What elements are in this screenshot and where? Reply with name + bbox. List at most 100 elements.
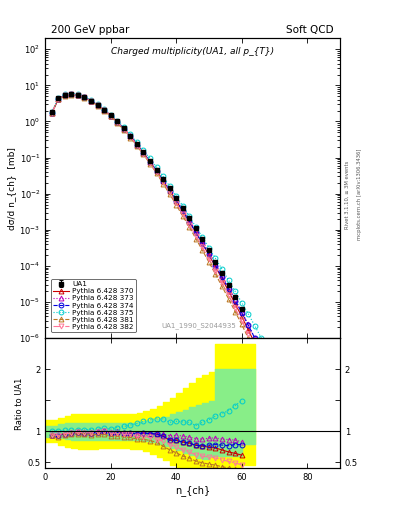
- Pythia 6.428 370: [75, 92, 80, 98]
- Pythia 6.428 374: [121, 125, 126, 132]
- Pythia 6.428 374: [252, 335, 257, 341]
- Pythia 6.428 374: [285, 402, 290, 408]
- Pythia 6.428 374: [259, 348, 264, 354]
- Pythia 6.428 382: [167, 189, 172, 195]
- Pythia 6.428 382: [207, 256, 211, 262]
- Pythia 6.428 370: [134, 141, 139, 147]
- Pythia 6.428 381: [161, 181, 165, 187]
- Pythia 6.428 370: [82, 94, 87, 100]
- Pythia 6.428 375: [148, 155, 152, 161]
- Line: Pythia 6.428 374: Pythia 6.428 374: [49, 92, 336, 509]
- Pythia 6.428 374: [213, 263, 218, 269]
- Pythia 6.428 374: [180, 208, 185, 214]
- Pythia 6.428 370: [50, 110, 54, 116]
- Pythia 6.428 381: [226, 296, 231, 302]
- Pythia 6.428 375: [82, 94, 87, 100]
- Pythia 6.428 381: [207, 259, 211, 265]
- Pythia 6.428 373: [95, 102, 100, 108]
- Pythia 6.428 374: [331, 504, 336, 510]
- Pythia 6.428 382: [121, 126, 126, 132]
- Pythia 6.428 381: [134, 143, 139, 149]
- Line: Pythia 6.428 382: Pythia 6.428 382: [49, 92, 251, 336]
- Pythia 6.428 374: [108, 113, 113, 119]
- Pythia 6.428 382: [233, 305, 237, 311]
- Pythia 6.428 382: [128, 134, 133, 140]
- Pythia 6.428 370: [102, 107, 107, 113]
- Legend: UA1, Pythia 6.428 370, Pythia 6.428 373, Pythia 6.428 374, Pythia 6.428 375, Pyt: UA1, Pythia 6.428 370, Pythia 6.428 373,…: [51, 279, 136, 332]
- Pythia 6.428 375: [115, 118, 119, 124]
- Pythia 6.428 370: [233, 301, 237, 307]
- Pythia 6.428 381: [220, 284, 224, 290]
- Pythia 6.428 374: [167, 188, 172, 194]
- Pythia 6.428 374: [187, 219, 192, 225]
- Pythia 6.428 374: [220, 274, 224, 280]
- Pythia 6.428 374: [69, 92, 74, 98]
- Pythia 6.428 373: [134, 141, 139, 147]
- Pythia 6.428 382: [213, 268, 218, 274]
- Pythia 6.428 381: [128, 135, 133, 141]
- Pythia 6.428 370: [226, 288, 231, 294]
- Pythia 6.428 373: [108, 113, 113, 119]
- Pythia 6.428 375: [331, 484, 336, 490]
- Pythia 6.428 374: [50, 110, 54, 116]
- Pythia 6.428 374: [279, 388, 283, 394]
- Pythia 6.428 370: [56, 96, 61, 102]
- Pythia 6.428 381: [233, 309, 237, 315]
- Pythia 6.428 375: [220, 266, 224, 272]
- Pythia 6.428 373: [121, 125, 126, 132]
- Pythia 6.428 382: [50, 110, 54, 116]
- Pythia 6.428 382: [108, 113, 113, 119]
- Pythia 6.428 374: [193, 229, 198, 236]
- Text: Rivet 3.1.10, ≥ 3M events: Rivet 3.1.10, ≥ 3M events: [345, 160, 350, 229]
- Pythia 6.428 381: [89, 98, 94, 104]
- Pythia 6.428 375: [252, 323, 257, 329]
- Pythia 6.428 382: [82, 94, 87, 100]
- Pythia 6.428 373: [233, 296, 237, 302]
- Pythia 6.428 370: [213, 264, 218, 270]
- Pythia 6.428 373: [213, 261, 218, 267]
- Pythia 6.428 373: [193, 227, 198, 233]
- Pythia 6.428 375: [193, 224, 198, 230]
- Pythia 6.428 374: [141, 150, 146, 156]
- Pythia 6.428 374: [115, 119, 119, 125]
- Pythia 6.428 381: [239, 322, 244, 328]
- Pythia 6.428 370: [252, 340, 257, 347]
- Pythia 6.428 374: [200, 240, 205, 246]
- Pythia 6.428 375: [246, 311, 251, 317]
- Pythia 6.428 382: [141, 151, 146, 157]
- Pythia 6.428 370: [69, 92, 74, 98]
- Pythia 6.428 374: [305, 445, 310, 451]
- Pythia 6.428 381: [121, 126, 126, 133]
- Pythia 6.428 375: [62, 92, 67, 98]
- Pythia 6.428 381: [187, 224, 192, 230]
- Pythia 6.428 375: [128, 131, 133, 137]
- Pythia 6.428 375: [285, 385, 290, 391]
- Pythia 6.428 373: [62, 92, 67, 98]
- Pythia 6.428 375: [121, 124, 126, 130]
- Pythia 6.428 373: [148, 159, 152, 165]
- Pythia 6.428 374: [272, 374, 277, 380]
- Pythia 6.428 382: [187, 222, 192, 228]
- Pythia 6.428 373: [180, 206, 185, 212]
- Line: Pythia 6.428 373: Pythia 6.428 373: [49, 92, 257, 340]
- Pythia 6.428 374: [161, 178, 165, 184]
- Pythia 6.428 373: [161, 177, 165, 183]
- Pythia 6.428 375: [161, 174, 165, 180]
- Pythia 6.428 375: [50, 109, 54, 115]
- Y-axis label: dσ/d n_{ch}  [mb]: dσ/d n_{ch} [mb]: [7, 147, 17, 230]
- Pythia 6.428 375: [141, 147, 146, 153]
- Pythia 6.428 370: [108, 113, 113, 119]
- Pythia 6.428 374: [62, 92, 67, 98]
- Text: Charged multiplicity(UA1, all p_{T}): Charged multiplicity(UA1, all p_{T}): [111, 48, 274, 56]
- Pythia 6.428 373: [239, 309, 244, 315]
- Pythia 6.428 375: [69, 91, 74, 97]
- Pythia 6.428 375: [207, 245, 211, 251]
- Pythia 6.428 374: [246, 322, 251, 328]
- Pythia 6.428 375: [200, 234, 205, 240]
- Pythia 6.428 382: [56, 96, 61, 102]
- Pythia 6.428 375: [292, 399, 296, 405]
- Pythia 6.428 382: [220, 280, 224, 286]
- Pythia 6.428 370: [128, 133, 133, 139]
- Pythia 6.428 370: [174, 198, 178, 204]
- Pythia 6.428 375: [213, 255, 218, 262]
